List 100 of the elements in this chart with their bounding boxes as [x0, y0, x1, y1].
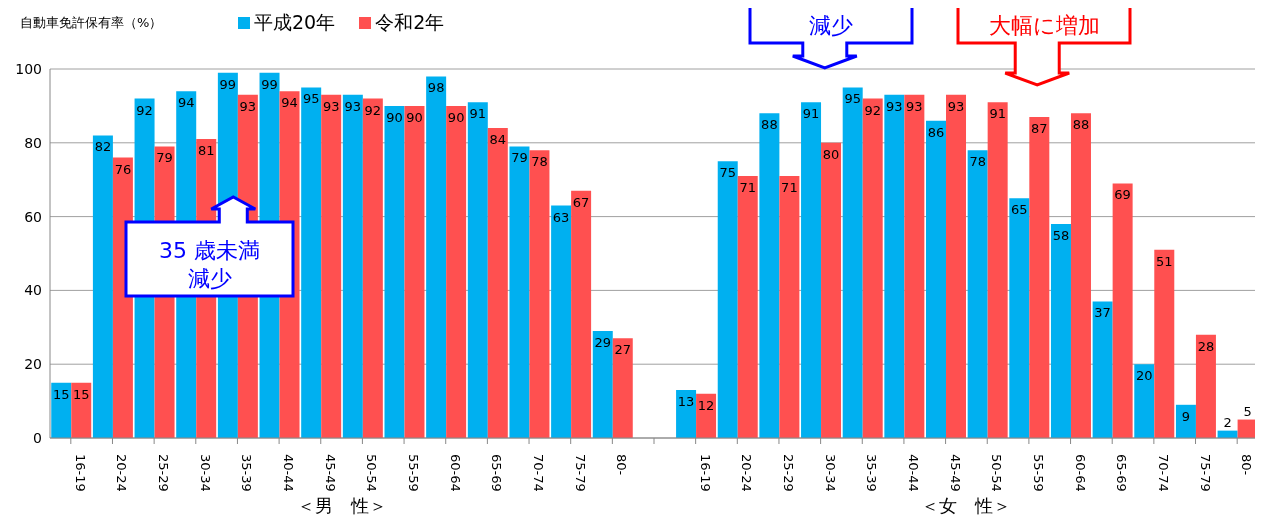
bar	[1154, 249, 1175, 438]
bar	[1112, 183, 1133, 438]
x-tick-label: 60-64	[447, 454, 463, 492]
data-label: 71	[781, 180, 798, 196]
data-label: 51	[1156, 253, 1173, 269]
bar	[1050, 223, 1071, 438]
x-tick-label: 35-39	[239, 454, 255, 492]
bar	[1009, 198, 1030, 438]
annotation: 減少	[187, 266, 232, 291]
data-label: 37	[1094, 305, 1111, 321]
x-tick-label: 50-54	[989, 454, 1005, 492]
x-tick-label: 16-19	[697, 454, 713, 492]
bar	[987, 102, 1008, 438]
x-tick-label: 70-74	[531, 454, 547, 492]
text: ＜女 性＞	[920, 494, 1013, 518]
data-label: 29	[594, 334, 612, 350]
bar	[446, 105, 467, 438]
bar	[71, 382, 92, 438]
y-tick-label: 80	[24, 134, 42, 151]
x-tick-label: 80-	[1239, 454, 1255, 476]
bar	[384, 105, 405, 438]
data-label: 99	[219, 76, 237, 92]
x-tick-label: 20-24	[739, 454, 755, 492]
x-tick-label: 45-49	[322, 454, 338, 492]
data-label: 15	[72, 386, 90, 402]
x-tick-label: 55-59	[1030, 454, 1046, 492]
data-label: 92	[364, 102, 382, 118]
data-label: 93	[239, 98, 257, 114]
text: 減少	[809, 13, 853, 38]
bar	[571, 190, 592, 438]
data-label: 27	[614, 342, 632, 358]
bar	[1029, 116, 1050, 438]
data-label: 93	[947, 98, 965, 114]
text: ＜男 性＞	[295, 494, 388, 518]
annotation: 35 歳未満	[159, 238, 260, 263]
x-tick-label: 50-54	[364, 454, 380, 492]
data-label: 98	[427, 80, 445, 96]
data-label: 71	[739, 180, 757, 196]
bar	[842, 87, 863, 438]
data-label: 90	[386, 109, 403, 125]
bar	[779, 176, 800, 438]
data-label: 99	[261, 76, 278, 92]
x-tick-label: 80-	[614, 454, 630, 476]
bar	[612, 338, 633, 438]
data-label: 58	[1052, 227, 1070, 243]
x-tick-label: 65-69	[1114, 454, 1130, 492]
y-tick-label: 40	[24, 282, 42, 299]
y-tick-label: 0	[33, 429, 42, 446]
bar	[904, 94, 925, 438]
bar	[467, 102, 488, 438]
x-tick-label: 40-44	[281, 454, 297, 492]
x-tick-label: 30-34	[822, 454, 838, 492]
data-label: 93	[322, 98, 340, 114]
data-label: 78	[531, 154, 548, 170]
data-label: 78	[969, 154, 986, 170]
legend-label: 平成20年	[254, 10, 336, 35]
data-label: 15	[52, 386, 70, 402]
bar	[967, 150, 988, 438]
x-tick-label: 60-64	[1072, 454, 1088, 492]
bar	[301, 87, 322, 438]
bar	[362, 98, 383, 438]
data-label: 84	[489, 132, 507, 148]
data-label: 88	[1072, 117, 1090, 133]
x-tick-label: 20-24	[114, 454, 130, 492]
bar	[426, 76, 447, 438]
x-tick-label: 75-79	[1197, 454, 1213, 492]
bar	[717, 161, 738, 438]
x-tick-label: 25-29	[780, 454, 796, 492]
data-label: 81	[197, 143, 215, 159]
bar	[321, 94, 342, 438]
bar	[1070, 113, 1091, 438]
x-tick-label: 16-19	[72, 454, 88, 492]
data-label: 69	[1114, 187, 1131, 203]
bar	[92, 135, 113, 438]
data-label: 93	[344, 98, 362, 114]
bar	[737, 176, 758, 438]
text: 大幅に増加	[988, 13, 1100, 38]
data-label: 88	[761, 117, 778, 133]
data-label: 94	[281, 95, 298, 111]
data-label: 90	[406, 109, 423, 125]
data-label: 86	[927, 124, 945, 140]
data-label: 92	[136, 102, 153, 118]
y-tick-label: 100	[15, 60, 42, 77]
x-tick-label: 55-59	[406, 454, 422, 492]
data-label: 93	[906, 98, 923, 114]
bar	[1134, 364, 1155, 438]
bar	[676, 390, 697, 438]
data-label: 82	[94, 139, 112, 155]
data-label: 94	[177, 95, 195, 111]
bar	[509, 146, 530, 438]
x-tick-label: 65-69	[489, 454, 505, 492]
y-axis-title: 自動車免許保有率（%）	[20, 14, 163, 32]
data-label: 90	[447, 109, 465, 125]
bar	[801, 102, 822, 438]
bar	[862, 98, 883, 438]
data-label: 91	[469, 106, 487, 122]
bar	[51, 382, 72, 438]
data-label: 80	[822, 146, 840, 162]
data-label: 92	[864, 102, 881, 118]
bar	[487, 128, 508, 438]
